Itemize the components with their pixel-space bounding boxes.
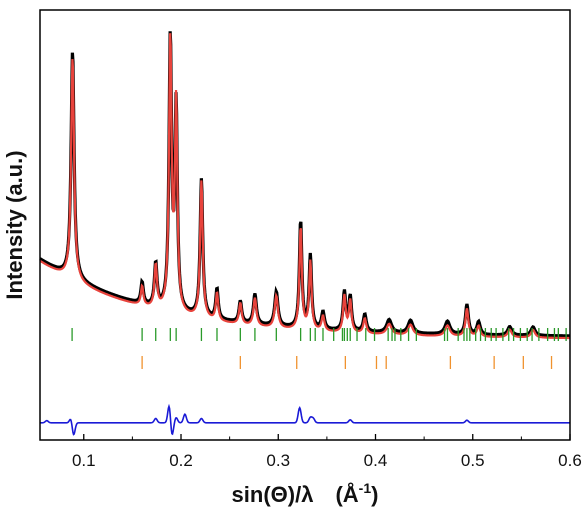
x-tick-label: 0.6 xyxy=(558,451,582,470)
x-tick-label: 0.5 xyxy=(461,451,485,470)
series-calculated-line xyxy=(39,33,571,340)
x-tick-label: 0.4 xyxy=(364,451,388,470)
x-tick-label: 0.1 xyxy=(72,451,96,470)
markers-phase-2 xyxy=(141,356,553,369)
plot-frame xyxy=(39,9,571,441)
series-difference-line xyxy=(40,403,570,436)
series-observed-line xyxy=(39,31,571,338)
x-tick-label: 0.2 xyxy=(169,451,193,470)
x-axis: 0.1 0.2 0.3 0.4 0.5 0.6 xyxy=(72,434,582,470)
reflection-markers-layer xyxy=(71,328,567,369)
x-axis-title-unit: (Å xyxy=(335,481,358,507)
x-axis-title-main: sin(Θ)/λ xyxy=(232,482,314,507)
x-axis-title: sin(Θ)/λ (Å-1) xyxy=(232,480,379,507)
y-axis-title: Intensity (a.u.) xyxy=(2,150,27,299)
x-tick-label: 0.3 xyxy=(266,451,290,470)
x-axis-title-unit-close: ) xyxy=(371,482,378,507)
x-axis-title-unit-sup: -1 xyxy=(359,480,372,496)
markers-phase-1 xyxy=(71,328,567,341)
plot-series-layer xyxy=(39,31,571,436)
